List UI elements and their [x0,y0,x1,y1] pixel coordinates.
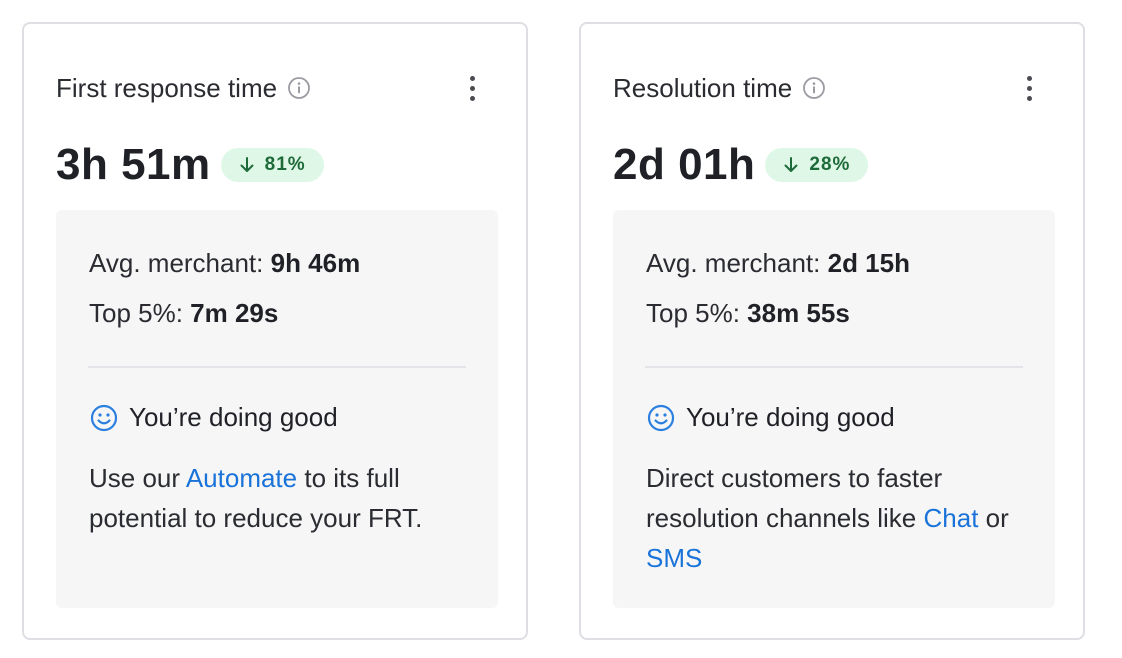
metric-card-first-response-time: First response time 3h 51m 81% Avg. merc… [22,22,528,640]
arrow-down-icon [783,156,799,174]
delta-value: 28% [809,154,851,175]
info-icon[interactable] [287,76,311,100]
top-5-label: Top 5%: [646,298,748,328]
divider [645,366,1023,368]
automate-link[interactable]: Automate [185,463,298,493]
smile-icon [646,403,676,433]
top-5-stat: Top 5%: 7m 29s [89,298,278,329]
avg-merchant-value: 9h 46m [270,248,361,278]
status-row: You’re doing good [646,402,895,433]
chat-link[interactable]: Chat [923,503,979,533]
delta-badge: 28% [765,148,869,182]
metric-value: 2d 01h [613,140,756,189]
status-text: You’re doing good [129,402,338,432]
card-title: First response time [56,73,278,103]
more-options-icon[interactable] [1015,70,1043,106]
card-header: Resolution time [613,68,1051,108]
divider [88,366,466,368]
advice-text-part: to its full potential to reduce your FRT… [89,463,423,533]
top-5-stat: Top 5%: 38m 55s [646,298,850,329]
sms-link[interactable]: SMS [646,543,703,573]
top-5-label: Top 5%: [89,298,191,328]
avg-merchant-stat: Avg. merchant: 9h 46m [89,248,360,279]
benchmark-panel: Avg. merchant: 2d 15h Top 5%: 38m 55s Yo… [613,210,1055,608]
card-header: First response time [56,68,494,108]
advice-text: Direct customers to faster resolution ch… [646,458,1026,578]
advice-text: Use our Automate to its full potential t… [89,458,469,538]
card-title: Resolution time [613,73,793,103]
top-5-value: 7m 29s [190,298,279,328]
top-5-value: 38m 55s [747,298,850,328]
advice-text-part: or [978,503,1009,533]
metric-card-resolution-time: Resolution time 2d 01h 28% Avg. merchant… [579,22,1085,640]
avg-merchant-label: Avg. merchant: [646,248,828,278]
metric-row: 3h 51m 81% [56,138,324,192]
benchmark-panel: Avg. merchant: 9h 46m Top 5%: 7m 29s You… [56,210,498,608]
avg-merchant-stat: Avg. merchant: 2d 15h [646,248,910,279]
avg-merchant-value: 2d 15h [827,248,910,278]
delta-value: 81% [264,154,306,175]
delta-badge: 81% [220,148,324,182]
advice-text-part: Direct customers to faster resolution ch… [646,463,943,533]
metric-row: 2d 01h 28% [613,138,869,192]
avg-merchant-label: Avg. merchant: [89,248,271,278]
advice-text-part: Use our [89,463,186,493]
info-icon[interactable] [802,76,826,100]
status-text: You’re doing good [686,402,895,432]
status-row: You’re doing good [89,402,338,433]
more-options-icon[interactable] [458,70,486,106]
arrow-down-icon [239,156,255,174]
metric-value: 3h 51m [56,140,211,189]
smile-icon [89,403,119,433]
